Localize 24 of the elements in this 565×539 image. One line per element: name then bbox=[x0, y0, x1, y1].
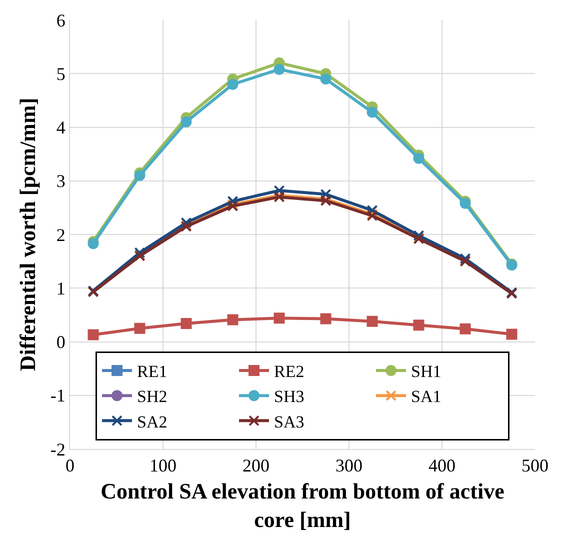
y-tick-label: 3 bbox=[56, 171, 66, 192]
legend-label: SH2 bbox=[137, 387, 168, 406]
y-tick-label: -1 bbox=[50, 386, 66, 406]
x-tick-label: 500 bbox=[522, 456, 548, 476]
legend-label: SA2 bbox=[137, 412, 168, 432]
y-axis-title: Differential worth [pcm/mm] bbox=[15, 98, 40, 372]
x-tick-label: 100 bbox=[150, 456, 176, 476]
legend-label: RE1 bbox=[137, 362, 168, 382]
y-tick-label: 6 bbox=[56, 10, 66, 30]
x-tick-label: 200 bbox=[242, 456, 270, 476]
legend-label: SH3 bbox=[274, 387, 304, 406]
legend-label: SA1 bbox=[411, 387, 442, 406]
y-tick-label: 1 bbox=[56, 278, 66, 298]
y-tick-label: 5 bbox=[56, 64, 66, 84]
legend-label: SH1 bbox=[411, 362, 442, 382]
y-tick-label: 0 bbox=[56, 332, 66, 352]
y-tick-label: 4 bbox=[56, 118, 66, 138]
x-tick-label: 300 bbox=[336, 456, 362, 476]
legend-label: SA3 bbox=[274, 412, 304, 432]
x-tick-label: 400 bbox=[428, 456, 456, 476]
y-tick-label: 2 bbox=[56, 224, 66, 245]
y-tick-label: -2 bbox=[50, 439, 66, 460]
legend-label: RE2 bbox=[274, 362, 304, 382]
x-axis-title: Control SA elevation from bottom of active core [mm] bbox=[100, 478, 505, 532]
